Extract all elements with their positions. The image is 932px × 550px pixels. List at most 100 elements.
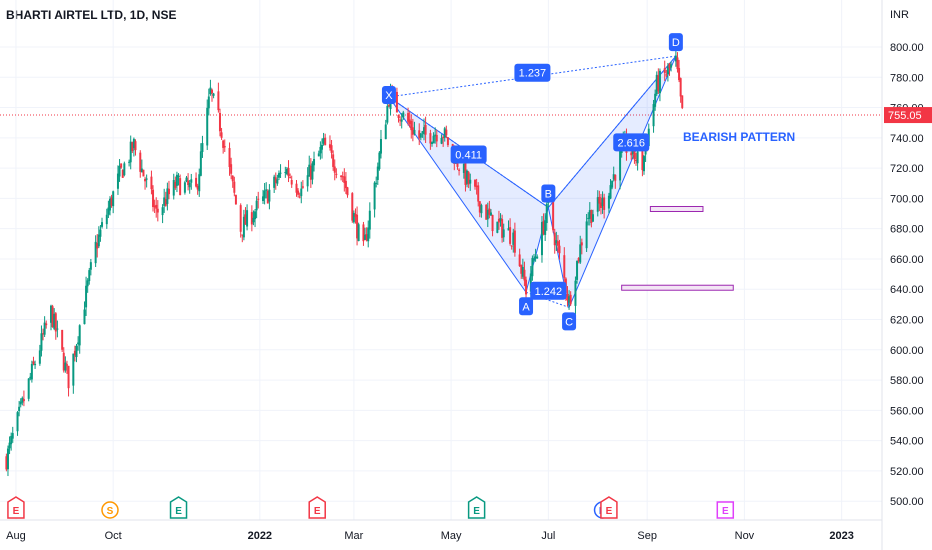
event-marker-4[interactable]: E: [467, 496, 486, 519]
candle: [250, 205, 253, 232]
candle: [555, 231, 558, 251]
svg-text:X: X: [385, 90, 393, 102]
candle: [311, 161, 314, 185]
candle: [488, 200, 491, 219]
svg-text:0.411: 0.411: [455, 149, 482, 161]
candle: [172, 173, 175, 200]
event-marker-1[interactable]: S: [101, 501, 119, 519]
candle: [276, 174, 279, 186]
candle: [188, 179, 191, 194]
candle: [129, 135, 132, 170]
candle: [351, 192, 354, 223]
pattern-point-A: A: [519, 297, 534, 316]
candle: [319, 141, 322, 160]
event-marker-0[interactable]: E: [7, 496, 25, 519]
candle: [320, 138, 323, 159]
candle: [11, 426, 14, 443]
candle: [536, 254, 539, 259]
candle: [395, 87, 398, 113]
candle: [368, 202, 371, 239]
candle: [521, 258, 524, 279]
candle: [324, 133, 327, 146]
candle: [112, 190, 115, 214]
candle: [574, 276, 577, 315]
candle: [287, 160, 290, 183]
candle: [670, 61, 673, 72]
candle: [34, 360, 37, 369]
candle: [220, 127, 223, 140]
candle: [83, 301, 86, 325]
candle: [400, 113, 403, 129]
x-tick-7: Nov: [735, 530, 755, 542]
candle: [421, 130, 424, 138]
pattern-point-D: D: [668, 33, 683, 52]
svg-text:B: B: [545, 188, 552, 200]
y-tick-6: 680.00: [890, 224, 924, 236]
candle: [540, 216, 543, 263]
currency-label: INR: [890, 9, 909, 21]
candle: [397, 114, 400, 123]
candle: [657, 68, 660, 94]
candle: [118, 159, 121, 182]
candle: [666, 62, 669, 82]
candle: [273, 174, 276, 193]
candle: [242, 209, 245, 241]
y-tick-9: 620.00: [890, 315, 924, 327]
candle: [19, 398, 22, 408]
candle: [89, 258, 92, 276]
candle: [155, 197, 158, 218]
candle: [523, 261, 526, 287]
y-tick-15: 500.00: [890, 496, 924, 508]
candle: [156, 200, 159, 222]
candle: [440, 134, 443, 145]
candle: [56, 320, 59, 338]
candle: [254, 209, 257, 228]
candle: [40, 325, 43, 357]
candle: [507, 220, 510, 231]
event-marker-7[interactable]: E: [716, 501, 735, 519]
candle: [241, 234, 244, 243]
candle: [53, 308, 56, 331]
candle: [430, 141, 433, 147]
candle: [446, 137, 449, 148]
candle: [499, 213, 502, 227]
x-tick-1: Oct: [105, 530, 122, 542]
candle: [195, 172, 198, 188]
candle: [277, 170, 280, 181]
candle: [97, 226, 100, 249]
candle: [376, 162, 379, 185]
candle: [510, 245, 513, 250]
candle: [223, 139, 226, 152]
event-marker-3[interactable]: E: [308, 496, 326, 519]
candle: [61, 329, 64, 353]
candle: [257, 191, 260, 209]
event-marker-2[interactable]: E: [169, 496, 188, 519]
candle: [233, 176, 236, 197]
candle: [62, 347, 65, 373]
candle: [609, 179, 612, 200]
y-tick-7: 660.00: [890, 254, 924, 266]
candle: [665, 69, 668, 78]
candle: [367, 220, 370, 248]
candle: [411, 118, 414, 142]
candle: [77, 336, 80, 351]
candle: [534, 248, 537, 262]
candle: [64, 356, 67, 373]
candle: [6, 445, 9, 477]
event-marker-6[interactable]: E: [600, 496, 618, 519]
candle: [658, 68, 661, 102]
candle: [145, 174, 148, 188]
candle: [512, 228, 515, 253]
candle: [120, 163, 123, 169]
candle: [642, 154, 645, 175]
y-tick-10: 600.00: [890, 345, 924, 357]
x-tick-6: Sep: [637, 530, 657, 542]
candle: [384, 119, 387, 140]
candle: [139, 150, 142, 178]
candle: [566, 286, 569, 307]
candle: [86, 278, 89, 293]
candle: [332, 150, 335, 171]
candle: [328, 135, 331, 151]
candle: [18, 400, 21, 417]
candle: [652, 99, 655, 133]
